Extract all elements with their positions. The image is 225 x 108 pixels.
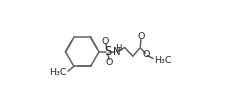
Text: S: S bbox=[104, 45, 111, 58]
Text: O: O bbox=[106, 58, 113, 67]
Text: H: H bbox=[115, 44, 122, 53]
Text: N: N bbox=[113, 47, 120, 57]
Text: O: O bbox=[137, 32, 145, 41]
Text: O: O bbox=[143, 50, 150, 59]
Text: O: O bbox=[102, 37, 109, 46]
Text: H₃C: H₃C bbox=[154, 56, 172, 65]
Text: H₃C: H₃C bbox=[49, 68, 67, 77]
